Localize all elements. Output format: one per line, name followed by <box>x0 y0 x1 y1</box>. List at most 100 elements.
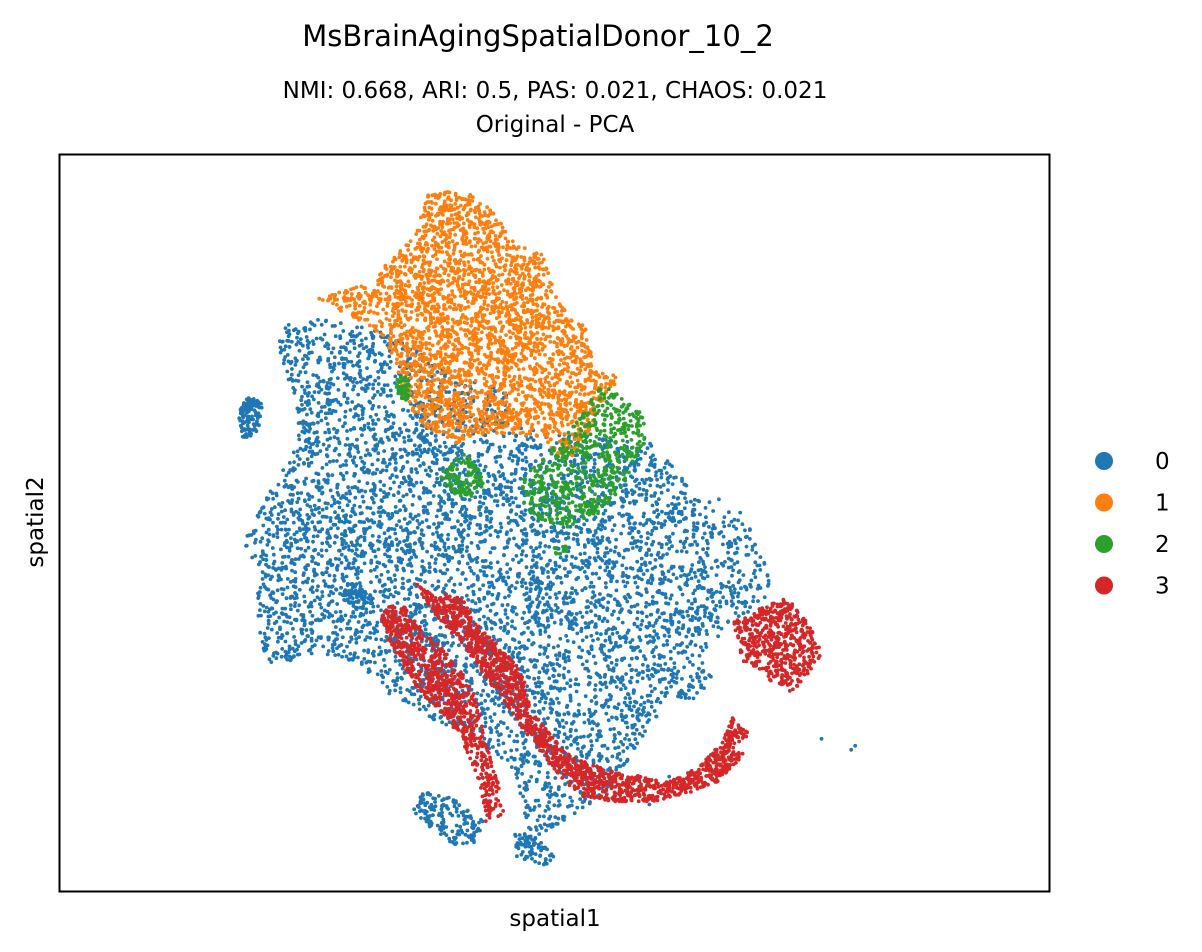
data-point <box>438 508 443 512</box>
data-point <box>354 637 359 641</box>
data-point <box>413 413 418 418</box>
data-point <box>431 532 435 536</box>
data-point <box>303 370 308 375</box>
data-point <box>626 575 631 579</box>
data-point <box>502 624 507 629</box>
data-point <box>328 561 333 566</box>
data-point <box>311 534 316 539</box>
data-point <box>376 539 380 543</box>
data-point <box>627 663 632 668</box>
data-point <box>401 566 406 571</box>
data-point <box>672 665 677 670</box>
data-point <box>490 442 495 447</box>
data-point <box>443 548 448 553</box>
data-point <box>542 602 547 607</box>
data-point <box>653 558 658 562</box>
data-point <box>582 551 587 556</box>
data-point <box>593 709 598 714</box>
data-point <box>338 591 342 596</box>
data-point <box>460 530 464 535</box>
data-point <box>662 618 667 623</box>
data-point <box>419 620 424 625</box>
data-point <box>523 508 528 513</box>
data-point <box>640 477 645 482</box>
data-point <box>520 543 525 547</box>
data-point <box>703 506 708 510</box>
data-point <box>296 496 301 501</box>
data-point <box>391 400 396 404</box>
data-point <box>522 755 527 760</box>
data-point <box>509 489 514 493</box>
data-point <box>547 800 551 804</box>
data-point <box>401 475 406 480</box>
data-point <box>523 799 528 803</box>
data-point <box>568 684 573 689</box>
data-point <box>331 619 336 624</box>
data-point <box>384 410 389 414</box>
data-point <box>726 556 731 561</box>
data-point <box>654 470 658 475</box>
data-point <box>469 569 474 573</box>
data-point <box>642 511 646 516</box>
data-point <box>316 318 320 322</box>
data-point <box>751 595 756 599</box>
data-point <box>537 711 542 715</box>
data-point <box>270 546 275 550</box>
data-point <box>336 436 340 441</box>
data-point <box>316 617 320 622</box>
data-point <box>640 724 645 729</box>
data-point <box>584 518 589 523</box>
data-point <box>590 743 594 748</box>
data-point <box>622 715 627 720</box>
data-point <box>673 523 678 528</box>
data-point <box>344 357 348 361</box>
data-point <box>607 517 612 522</box>
data-point <box>563 574 568 578</box>
data-point <box>500 603 505 608</box>
data-point <box>604 685 609 690</box>
data-point <box>362 427 367 431</box>
data-point <box>312 323 317 328</box>
data-point <box>504 582 509 587</box>
data-point <box>603 672 607 677</box>
data-point <box>577 525 582 530</box>
data-point <box>386 588 391 593</box>
data-point <box>283 533 288 538</box>
data-point <box>524 565 529 570</box>
data-point <box>545 655 550 659</box>
data-point <box>266 517 270 522</box>
data-point <box>495 499 500 503</box>
data-point <box>495 597 500 601</box>
data-point <box>689 576 694 581</box>
data-point <box>595 723 599 728</box>
data-point <box>382 658 386 662</box>
data-point <box>649 477 654 482</box>
data-point <box>486 616 490 621</box>
data-point <box>333 409 338 414</box>
data-point <box>521 577 525 582</box>
data-point <box>423 449 427 454</box>
data-point <box>527 688 532 693</box>
data-point <box>579 750 583 754</box>
data-point <box>464 549 469 553</box>
data-point <box>699 604 704 609</box>
data-point <box>525 604 530 609</box>
data-point <box>556 644 560 648</box>
data-point <box>612 705 617 710</box>
data-point <box>677 620 681 624</box>
data-point <box>510 458 515 463</box>
data-point <box>445 556 450 561</box>
data-point <box>509 480 514 485</box>
data-point <box>625 580 630 585</box>
data-point <box>353 472 357 476</box>
data-point <box>586 565 591 570</box>
data-point <box>483 496 487 501</box>
data-point <box>260 536 265 541</box>
data-point <box>589 633 594 638</box>
data-point <box>271 597 276 602</box>
data-point <box>620 607 624 611</box>
data-point <box>328 362 332 367</box>
data-point <box>604 546 609 551</box>
data-point <box>630 528 635 533</box>
data-point <box>664 595 668 600</box>
